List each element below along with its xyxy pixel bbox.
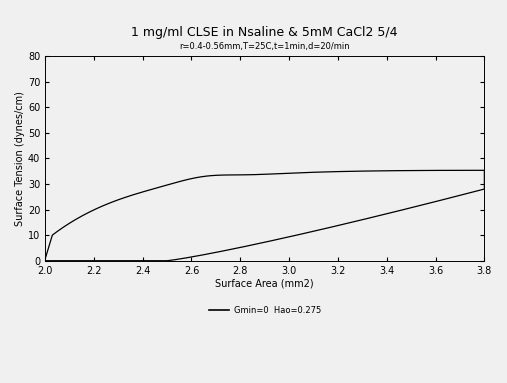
Y-axis label: Surface Tension (dynes/cm): Surface Tension (dynes/cm): [15, 91, 25, 226]
X-axis label: Surface Area (mm2): Surface Area (mm2): [215, 278, 314, 288]
Text: r=0.4-0.56mm,T=25C,t=1min,d=20/min: r=0.4-0.56mm,T=25C,t=1min,d=20/min: [179, 42, 350, 51]
Legend: Gmin=0  Hao=0.275: Gmin=0 Hao=0.275: [205, 302, 324, 318]
Title: 1 mg/ml CLSE in Nsaline & 5mM CaCl2 5/4: 1 mg/ml CLSE in Nsaline & 5mM CaCl2 5/4: [131, 26, 398, 39]
